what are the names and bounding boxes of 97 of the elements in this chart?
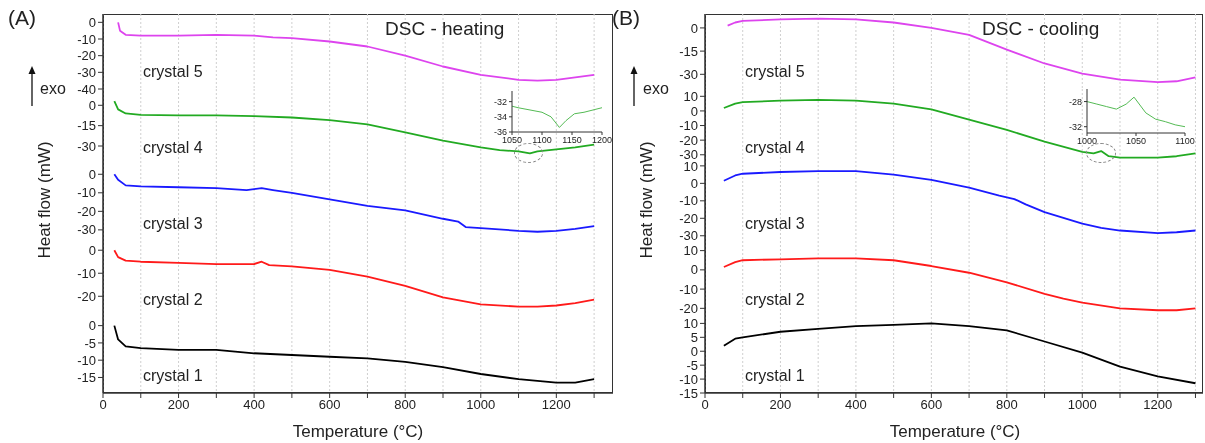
line-series [722,322,1197,385]
y-tick-label: -10 [679,118,698,134]
y-tick-label: -28 [1068,96,1082,107]
y-tick-label: -30 [679,66,698,82]
y-tick-label: 10 [683,316,698,332]
text: crystal 3 [745,215,805,233]
series-label: crystal 3 [143,215,203,233]
line-series [113,249,596,308]
series-label: crystal 2 [143,291,203,309]
annotation: (B) [612,6,640,30]
line-series [726,17,1197,83]
y-tick-label: -15 [77,118,96,134]
line-series [1087,96,1185,128]
y-tick-label: -30 [77,138,96,154]
x-tick-label: 1000 [1067,397,1097,413]
y-tick-label: -5 [686,357,698,373]
y-tick-label: -36 [493,127,507,138]
x-tick-label: 0 [99,397,107,413]
y-tick-label: -40 [77,81,96,97]
y-tick-label: -32 [1068,121,1082,132]
x-tick-label: 1000 [1076,136,1098,147]
y-tick-label: 0 [88,318,96,334]
y-tick-label: 0 [88,166,96,182]
x-axis-title: Temperature (°C) [292,422,424,442]
text: crystal 4 [745,139,805,157]
x-tick-label: 200 [167,397,190,413]
y-tick-label: -10 [679,193,698,209]
line-series [722,170,1197,235]
y-tick-label: -15 [679,43,698,59]
y-tick-label: -5 [84,335,96,351]
x-tick-label: 0 [701,397,709,413]
line-series [512,105,602,128]
x-tick-label: 800 [995,397,1018,413]
text: exo [643,80,669,98]
y-tick-label: 0 [88,242,96,258]
y-tick-label: -30 [679,228,698,244]
x-tick-label: 1150 [562,135,582,146]
y-tick-label: -10 [77,265,96,281]
y-tick-label: -20 [679,210,698,226]
line-series [722,257,1197,312]
y-tick-label: -10 [77,31,96,47]
y-tick-label: -10 [679,371,698,387]
x-tick-label: 1100 [532,135,552,146]
y-tick-label: 0 [690,262,698,278]
y-tick-label: 0 [690,343,698,359]
x-tick-label: 400 [845,397,867,413]
y-tick-label: -10 [77,352,96,368]
series-label: crystal 4 [143,139,203,157]
y-tick-label: -34 [493,112,507,123]
y-tick-label: -30 [77,222,96,238]
y-axis-title: Heat flow (mW) [35,141,55,259]
y-tick-label: -15 [77,370,96,386]
x-tick-label: 1050 [1125,136,1147,147]
text: crystal 5 [745,63,805,81]
y-tick-label: 10 [683,243,698,259]
y-tick-label: -32 [493,96,507,107]
y-tick-label: 0 [690,20,698,36]
line-series [117,21,596,82]
y-tick-label: 5 [690,329,698,345]
chart-title: DSC - heating [385,18,505,40]
y-tick-label: 0 [88,14,96,30]
x-tick-label: 600 [318,397,341,413]
line-series [722,99,1197,159]
x-tick-label: 1000 [466,397,496,413]
y-tick-label: 0 [88,97,96,113]
series-label: crystal 5 [143,63,203,81]
y-tick-label: -10 [77,185,96,201]
y-tick-label: -10 [679,281,698,297]
y-tick-label: -20 [77,48,96,64]
x-tick-label: 800 [394,397,417,413]
series-label: crystal 1 [745,367,805,385]
y-tick-label: 0 [690,175,698,191]
y-tick-label: 10 [683,88,698,104]
line-series [113,324,596,384]
x-tick-label: 200 [769,397,792,413]
y-tick-label: 0 [690,103,698,119]
y-tick-label: -15 [679,385,698,401]
x-tick-label: 1200 [541,397,571,413]
x-tick-label: 1200 [1143,397,1173,413]
chart-title: DSC - cooling [982,18,1100,40]
x-tick-label: 1050 [501,135,523,146]
y-tick-label: -20 [679,300,698,316]
text: exo [40,80,66,98]
y-axis-title: Heat flow (mW) [637,141,657,259]
x-tick-label: 600 [920,397,943,413]
x-tick-label: 1200 [591,135,613,146]
y-tick-label: -20 [77,203,96,219]
y-tick-label: -20 [77,288,96,304]
y-tick-label: -30 [77,64,96,80]
x-tick-label: 400 [243,397,265,413]
y-tick-label: -20 [679,132,698,148]
series-label: crystal 2 [745,291,805,309]
x-axis-title: Temperature (°C) [889,422,1021,442]
line-series [113,173,596,233]
series-label: crystal 1 [143,367,203,385]
x-tick-label: 1100 [1175,136,1195,147]
text: (A) [8,6,36,30]
